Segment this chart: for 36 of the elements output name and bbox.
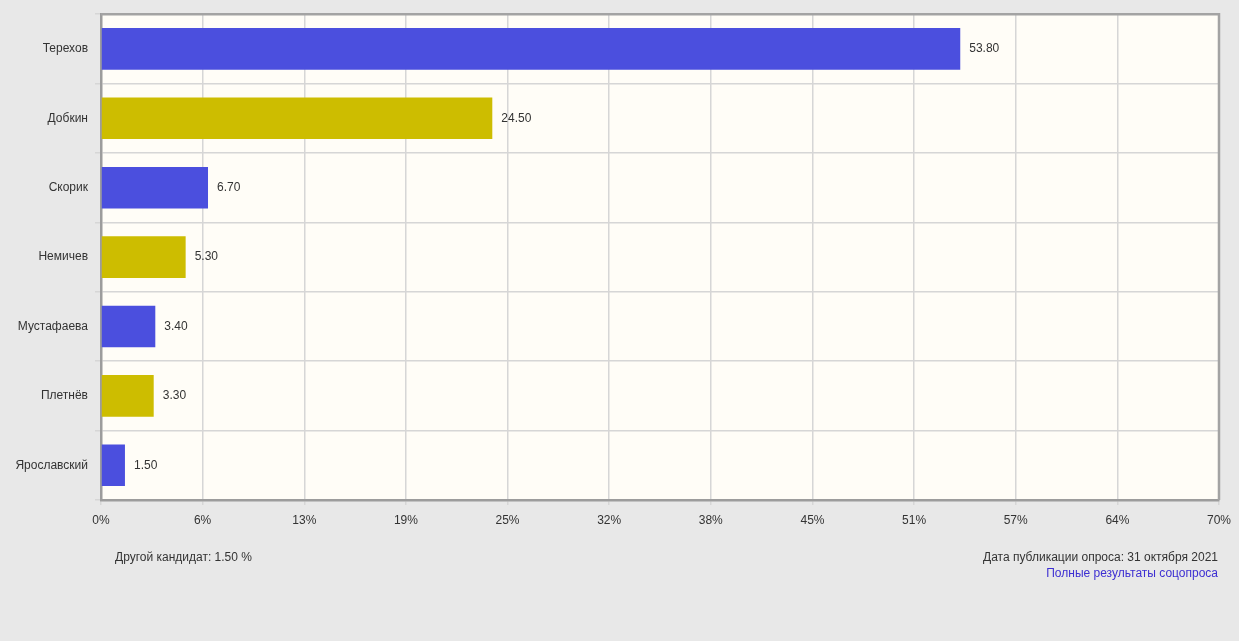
y-tick-label: Мустафаева	[17, 318, 89, 333]
data-label: 5.30	[194, 249, 219, 264]
x-tick-label: 13%	[292, 512, 317, 527]
x-tick-label: 0%	[92, 512, 110, 527]
x-tick-label: 64%	[1105, 512, 1130, 527]
x-tick-label: 19%	[393, 512, 419, 527]
bar	[101, 97, 493, 140]
data-label: 3.40	[164, 318, 188, 333]
bar	[101, 444, 125, 487]
y-tick-label: Немичев	[38, 249, 88, 264]
data-label: 3.30	[162, 388, 187, 403]
y-tick-label: Добкин	[47, 110, 88, 125]
x-tick-label: 57%	[1003, 512, 1029, 527]
data-label: 1.50	[133, 457, 158, 472]
bar	[101, 28, 961, 70]
x-tick-label: 38%	[698, 512, 724, 527]
bar	[101, 236, 186, 278]
x-tick-label: 51%	[902, 512, 927, 527]
data-label: 6.70	[217, 180, 241, 195]
y-tick-label: Скорик	[48, 180, 89, 195]
x-tick-label: 6%	[193, 512, 212, 527]
bar	[101, 375, 154, 417]
data-label: 53.80	[969, 41, 1000, 56]
text: Другой кандидат: 1.50 %	[115, 549, 252, 565]
y-tick-label: Ярославский	[15, 457, 88, 472]
bar	[101, 166, 209, 209]
text: Полные результаты соцопроса	[1045, 565, 1218, 581]
x-tick-label: 32%	[597, 512, 622, 527]
data-label: 24.50	[501, 110, 532, 125]
y-tick-label: Терехов	[42, 41, 88, 56]
x-tick-label: 25%	[495, 512, 520, 527]
text: Дата публикации опроса: 31 октября 2021	[983, 549, 1218, 565]
y-tick-label: Плетнёв	[40, 388, 88, 403]
x-tick-label: 45%	[800, 512, 825, 527]
bar	[101, 305, 156, 348]
x-tick-label: 70%	[1206, 512, 1232, 527]
